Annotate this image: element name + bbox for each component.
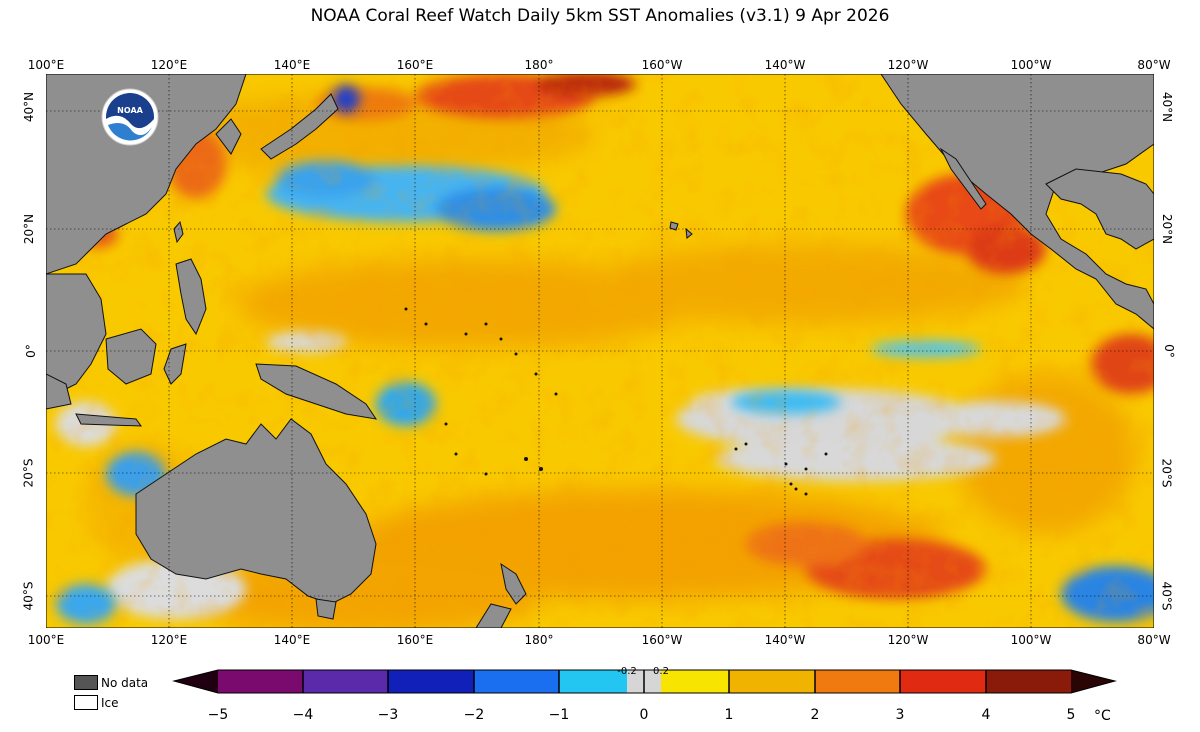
colorbar-segment (218, 670, 303, 693)
colorbar-small-tick: -0.2 (617, 666, 637, 677)
colorbar (172, 669, 1117, 694)
lat-label: 40°S (21, 581, 36, 611)
baja-california (939, 147, 987, 210)
ice-label: Ice (101, 696, 119, 710)
lon-label: 100°E (27, 633, 65, 647)
new-zealand-north (500, 562, 527, 605)
lat-label: 20°S (1159, 458, 1174, 488)
colorbar-tick: 3 (895, 707, 905, 723)
lon-label: 120°E (150, 633, 188, 647)
colorbar-segment (559, 670, 627, 693)
lon-label: 100°E (27, 58, 65, 72)
colorbar-segment (661, 670, 729, 693)
colorbar-small-tick: 0.2 (653, 666, 669, 677)
lat-label: 20°S (21, 458, 36, 488)
colorbar-segment (729, 670, 815, 693)
colorbar-min-arrow (174, 670, 218, 693)
colorbar-tick: 1 (724, 707, 734, 723)
lon-label: 140°E (273, 58, 311, 72)
new-zealand-south (475, 603, 512, 628)
no-data-label: No data (101, 676, 149, 690)
philippines (175, 258, 207, 336)
lon-label: 180° (524, 633, 554, 647)
borneo (105, 328, 157, 385)
colorbar-max-arrow (1071, 670, 1115, 693)
lon-label: 140°E (273, 633, 311, 647)
lon-label: 140°W (764, 633, 806, 647)
noaa-logo: NOAA (101, 88, 159, 146)
lon-label: 100°W (1010, 58, 1052, 72)
colorbar-segments (174, 670, 1115, 693)
land-masses (46, 74, 1154, 628)
lon-label: 120°W (887, 633, 929, 647)
lat-label: 40°N (22, 91, 37, 123)
lon-label: 160°E (396, 58, 434, 72)
colorbar-tick: 5 (1066, 707, 1076, 723)
lat-label: 40°N (1160, 91, 1175, 123)
new-guinea (255, 363, 378, 420)
lon-label: 120°W (887, 58, 929, 72)
colorbar-tick: −5 (207, 707, 229, 723)
taiwan (173, 220, 184, 244)
sst-anomaly-map: NOAA (46, 74, 1154, 628)
australia (135, 418, 377, 605)
asia-mainland (46, 74, 247, 275)
lon-label: 160°E (396, 633, 434, 647)
no-data-swatch (74, 675, 98, 690)
korea (215, 118, 242, 155)
tasmania (315, 598, 337, 620)
hawaii (669, 221, 679, 231)
colorbar-tick: 2 (810, 707, 820, 723)
colorbar-segment (900, 670, 986, 693)
lon-label: 100°W (1010, 633, 1052, 647)
sumatra (46, 373, 72, 410)
japan (260, 93, 339, 160)
hawaii (685, 227, 693, 239)
lat-label: 20°N (22, 213, 37, 245)
java (75, 413, 142, 427)
colorbar-segment (986, 670, 1071, 693)
noaa-logo-text: NOAA (117, 106, 143, 115)
colorbar-segment (815, 670, 900, 693)
lon-label: 80°W (1137, 58, 1171, 72)
lon-label: 160°W (641, 633, 683, 647)
lat-label: 0° (23, 344, 38, 358)
colorbar-segment (388, 670, 474, 693)
lat-label: 40°S (1159, 581, 1174, 611)
colorbar-tick: −3 (377, 707, 399, 723)
sulawesi (163, 343, 187, 385)
lon-label: 140°W (764, 58, 806, 72)
colorbar-tick: 4 (981, 707, 991, 723)
colorbar-segment (303, 670, 388, 693)
colorbar-outline (172, 669, 1117, 694)
colorbar-tick: −4 (292, 707, 314, 723)
colorbar-dividers (302, 670, 987, 693)
lat-label: 0° (1161, 344, 1176, 358)
colorbar-tick: −2 (463, 707, 485, 723)
ice-swatch (74, 695, 98, 710)
map-title: NOAA Coral Reef Watch Daily 5km SST Anom… (310, 6, 890, 26)
lon-label: 120°E (150, 58, 188, 72)
colorbar-segment (474, 670, 559, 693)
graticule (46, 74, 1154, 628)
colorbar-tick: 0 (639, 707, 649, 723)
pacific-islands (404, 307, 828, 496)
lon-label: 80°W (1137, 633, 1171, 647)
lat-label: 20°N (1160, 213, 1175, 245)
lon-label: 160°W (641, 58, 683, 72)
colorbar-unit: °C (1094, 708, 1111, 724)
colorbar-tick: −1 (548, 707, 570, 723)
lon-label: 180° (524, 58, 554, 72)
